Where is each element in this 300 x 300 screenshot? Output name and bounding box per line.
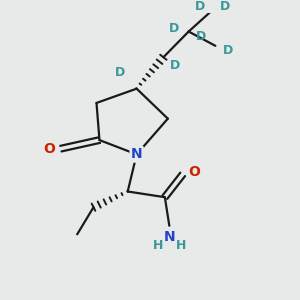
Text: D: D — [169, 22, 179, 34]
Text: D: D — [169, 59, 180, 72]
Text: H: H — [176, 238, 186, 252]
Text: H: H — [153, 238, 163, 252]
Text: D: D — [220, 0, 230, 13]
Text: D: D — [195, 30, 206, 43]
Text: O: O — [44, 142, 56, 156]
Text: O: O — [188, 164, 200, 178]
Text: N: N — [131, 147, 142, 161]
Text: N: N — [164, 230, 175, 244]
Text: D: D — [195, 0, 205, 13]
Text: D: D — [115, 67, 125, 80]
Text: D: D — [223, 44, 233, 57]
